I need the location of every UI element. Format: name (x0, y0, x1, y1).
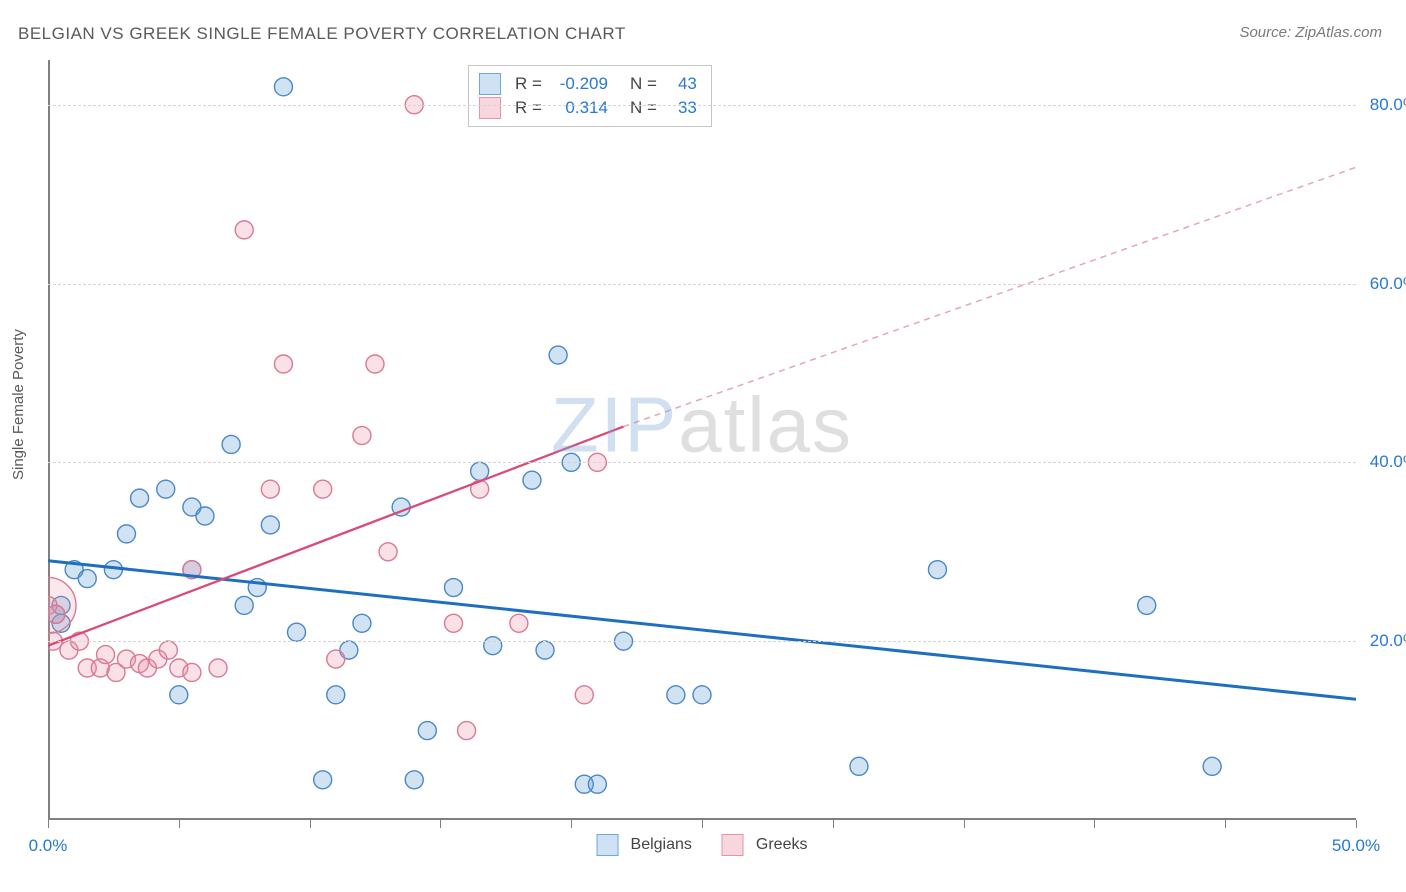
stats-legend-row: R = -0.209 N = 43 (479, 72, 697, 96)
scatter-point (261, 480, 279, 498)
x-tick-mark (571, 820, 572, 828)
grid-line (48, 284, 1356, 285)
scatter-point (405, 771, 423, 789)
grid-line (48, 641, 1356, 642)
x-tick-mark (440, 820, 441, 828)
x-tick-mark (1225, 820, 1226, 828)
grid-line (48, 105, 1356, 106)
r-label: R = (515, 72, 542, 96)
scatter-point (444, 614, 462, 632)
x-tick-mark (310, 820, 311, 828)
scatter-point (588, 775, 606, 793)
scatter-point (353, 614, 371, 632)
trend-line-dashed (624, 167, 1356, 426)
scatter-point (159, 641, 177, 659)
scatter-point (510, 614, 528, 632)
scatter-point (366, 355, 384, 373)
x-tick-mark (179, 820, 180, 828)
n-value: 43 (667, 72, 697, 96)
y-tick-label: 60.0% (1370, 274, 1406, 294)
scatter-point (157, 480, 175, 498)
x-tick-mark (48, 820, 49, 828)
scatter-point (274, 355, 292, 373)
x-tick-mark (702, 820, 703, 828)
series-legend: Belgians Greeks (597, 834, 808, 856)
r-value: -0.209 (552, 72, 608, 96)
n-label: N = (630, 72, 657, 96)
scatter-point (1138, 596, 1156, 614)
legend-label: Greeks (756, 836, 808, 854)
n-value: 33 (667, 96, 697, 120)
scatter-point (131, 489, 149, 507)
scatter-point (183, 663, 201, 681)
legend-swatch (722, 834, 744, 856)
scatter-point (1203, 757, 1221, 775)
scatter-point (850, 757, 868, 775)
x-tick-label: 50.0% (1332, 836, 1380, 856)
stats-legend-row: R = 0.314 N = 33 (479, 96, 697, 120)
scatter-point (484, 637, 502, 655)
plot-area: ZIPatlas R =-0.209N =43R =0.314N =33 Bel… (48, 60, 1356, 820)
scatter-point (327, 650, 345, 668)
legend-item: Greeks (722, 834, 808, 856)
legend-swatch (479, 73, 501, 95)
scatter-point (209, 659, 227, 677)
y-tick-label: 40.0% (1370, 452, 1406, 472)
chart-container: BELGIAN VS GREEK SINGLE FEMALE POVERTY C… (0, 0, 1406, 892)
scatter-point (235, 221, 253, 239)
y-axis-label: Single Female Poverty (10, 329, 27, 480)
scatter-point (667, 686, 685, 704)
scatter-point (288, 623, 306, 641)
grid-line (48, 462, 1356, 463)
scatter-point (471, 462, 489, 480)
scatter-point (379, 543, 397, 561)
source-label: Source: ZipAtlas.com (1239, 24, 1382, 41)
chart-title: BELGIAN VS GREEK SINGLE FEMALE POVERTY C… (18, 24, 626, 44)
x-tick-mark (1094, 820, 1095, 828)
scatter-point (549, 346, 567, 364)
scatter-point (575, 686, 593, 704)
scatter-point (536, 641, 554, 659)
scatter-point (117, 525, 135, 543)
scatter-point (222, 435, 240, 453)
scatter-point (458, 722, 476, 740)
scatter-point (235, 596, 253, 614)
scatter-svg (48, 60, 1356, 820)
scatter-point (78, 570, 96, 588)
scatter-point (196, 507, 214, 525)
scatter-point (353, 427, 371, 445)
x-tick-label: 0.0% (29, 836, 68, 856)
scatter-point (170, 686, 188, 704)
scatter-point (261, 516, 279, 534)
x-tick-mark (1356, 820, 1357, 828)
scatter-point (928, 561, 946, 579)
legend-swatch (597, 834, 619, 856)
scatter-point (314, 771, 332, 789)
r-value: 0.314 (552, 96, 608, 120)
y-tick-label: 20.0% (1370, 631, 1406, 651)
x-tick-mark (833, 820, 834, 828)
r-label: R = (515, 96, 542, 120)
legend-label: Belgians (631, 836, 692, 854)
scatter-point (314, 480, 332, 498)
legend-item: Belgians (597, 834, 692, 856)
x-tick-mark (964, 820, 965, 828)
stats-legend: R = -0.209 N = 43 R = 0.314 N = 33 (468, 65, 712, 127)
scatter-point (523, 471, 541, 489)
scatter-point (48, 605, 65, 623)
scatter-point (97, 646, 115, 664)
scatter-point (327, 686, 345, 704)
scatter-point (418, 722, 436, 740)
n-label: N = (630, 96, 657, 120)
scatter-point (444, 579, 462, 597)
y-tick-label: 80.0% (1370, 95, 1406, 115)
trend-line (48, 561, 1356, 700)
scatter-point (274, 78, 292, 96)
legend-swatch (479, 97, 501, 119)
scatter-point (693, 686, 711, 704)
